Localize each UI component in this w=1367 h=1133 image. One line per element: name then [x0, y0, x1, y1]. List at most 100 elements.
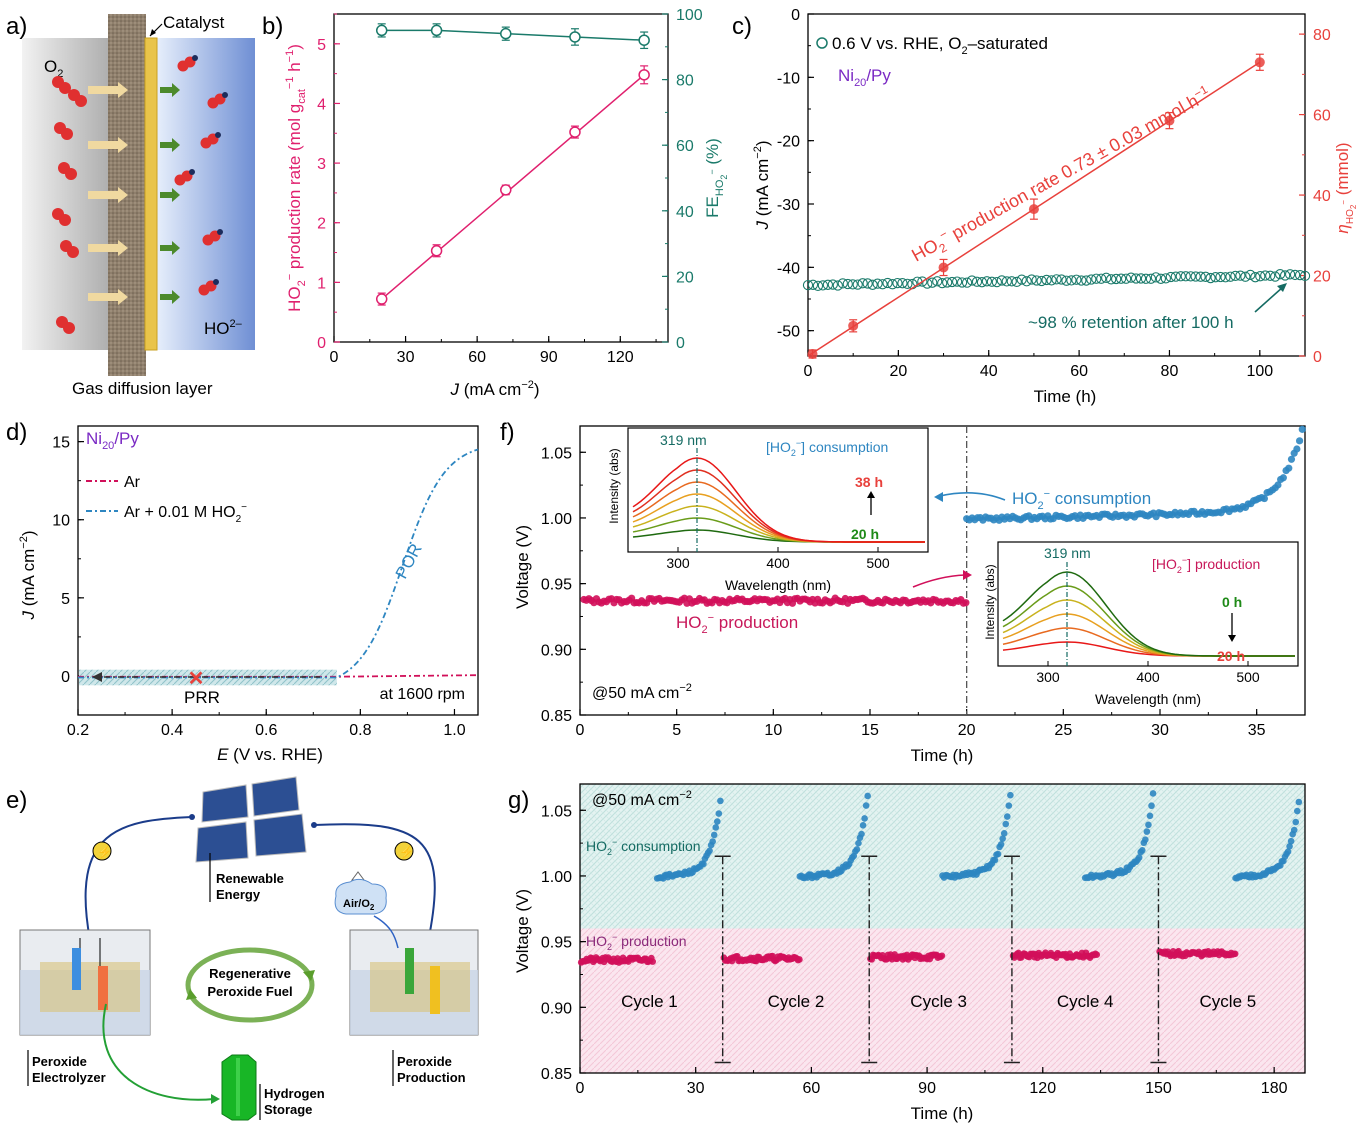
c-current-point	[1279, 270, 1291, 281]
x-tick-label: 30	[397, 349, 415, 366]
d-xlabel: E (V vs. RHE)	[217, 745, 323, 764]
x-tick-label: 0	[576, 722, 585, 739]
c-current-point	[1284, 269, 1296, 280]
c-current-point	[832, 280, 843, 291]
inset2-xlabel: Wavelength (nm)	[1095, 691, 1201, 707]
o2-flow-arrow	[88, 141, 118, 149]
c-sample-label: Ni20/Py	[838, 66, 891, 89]
b-ylabel-right: FEHO2− (%)	[703, 138, 729, 218]
chart-g: 0 30 60 90 120 150 180 0.85 0.90 0.95 1.00 1.05 Cycl…	[541, 783, 1306, 1097]
o2-molecule	[65, 168, 77, 180]
f-cons-arrow	[939, 492, 1006, 501]
f-prod-arrow	[912, 574, 966, 588]
f-consumption-point	[1285, 464, 1293, 472]
panel-b: b) 0 30 60 90 120 0 1 2 3 4 5 0 20 40 60 80 100 HO2− pro…	[262, 7, 729, 399]
regen-loop-icon	[185, 947, 315, 1023]
h2-flow-arrow	[102, 1003, 215, 1101]
c-current-point	[1061, 275, 1072, 286]
x-tick-label: 180	[1261, 1080, 1288, 1097]
o2-flow-arrowhead	[118, 82, 128, 98]
o2-molecule	[63, 322, 75, 334]
inset-spectrum-line	[632, 457, 925, 543]
c-current-point	[802, 279, 814, 291]
o2-flow-arrow	[88, 293, 118, 301]
air-bubble-1	[351, 871, 365, 881]
y-tick-label: 0	[1313, 349, 1322, 366]
x-tick-label: 60	[468, 349, 486, 366]
b-rate-point	[430, 245, 443, 257]
c-current-point	[966, 275, 978, 286]
x-tick-label: 15	[861, 722, 879, 739]
c-current-point	[1011, 276, 1022, 288]
panel-g: g) 0 30 60 90 120 150 180 0.85 0.90 0.95 1.00 1.05 C…	[508, 783, 1306, 1123]
g-consumption-point	[1142, 836, 1149, 843]
c-current-point	[1294, 269, 1306, 281]
g-consumption-point	[999, 835, 1006, 842]
g-consumption-point	[859, 822, 867, 829]
g-consumption-point	[1149, 790, 1157, 797]
g-consumption-point	[1148, 802, 1155, 810]
g-consumption-point	[710, 831, 718, 839]
c-current-point	[1200, 271, 1211, 282]
c-current-point	[971, 276, 983, 287]
g-consumption-point	[713, 818, 721, 825]
x-tick-label: 80	[1161, 363, 1179, 380]
c-current-point	[1016, 274, 1027, 285]
x-tick-label: 150	[1145, 1080, 1172, 1097]
c-current-point	[877, 279, 888, 290]
c-current-point	[872, 278, 883, 289]
electrolyzer-label-2: Electrolyzer	[32, 1070, 106, 1085]
c-current-point	[1205, 272, 1216, 284]
y-tick-label: 100	[676, 7, 703, 24]
c-rate-label: HO2− production rate 0.73 ± 0.03 mmol h−…	[907, 82, 1216, 269]
b-rate-fit-line	[381, 74, 645, 300]
c-current-point	[956, 277, 968, 288]
c-current-point	[1066, 275, 1077, 286]
plot-frame	[579, 783, 1306, 1074]
wire-left	[84, 816, 193, 941]
ho2-molecule-h	[192, 55, 198, 61]
c-current-point	[1165, 271, 1176, 283]
f-consumption-point	[1260, 494, 1268, 503]
o2-flow-arrow	[88, 244, 118, 252]
x-tick-label: 0	[804, 363, 813, 380]
c-xlabel: Time (h)	[1034, 387, 1097, 406]
f-consumption-point	[1279, 474, 1287, 482]
d-ylabel: J (mA cm−2)	[18, 530, 38, 620]
g-consumption-point	[715, 810, 723, 817]
g-consumption-point	[1007, 791, 1014, 799]
x-tick-label: 5	[672, 722, 681, 739]
o2-flow-arrowhead	[118, 289, 128, 305]
c-current-point	[1215, 271, 1226, 283]
c-current-point	[1096, 273, 1107, 284]
o2-molecule	[59, 82, 71, 94]
c-current-point	[1180, 271, 1191, 282]
c-current-point	[1106, 274, 1117, 285]
ho2-flow-arrow	[160, 142, 172, 148]
x-tick-label: 30	[1151, 722, 1169, 739]
g-consumption-point	[1145, 821, 1152, 829]
panel-c: c) 0 20 40 60 80 100 0 -10 -20 -30 -40 -50 0 20 40 60 80…	[732, 7, 1358, 406]
b-rate-point	[500, 184, 512, 196]
g-consumption-point	[1295, 798, 1303, 806]
air-flow-arrow	[373, 915, 399, 949]
b-fe-line	[381, 29, 645, 41]
c-current-point	[1289, 269, 1301, 281]
lightning-icon-left	[92, 841, 112, 861]
ho2-flow-arrowhead	[172, 188, 180, 202]
g-prod-label: HO2− production	[586, 932, 687, 952]
o2-flow-arrowhead	[118, 240, 128, 256]
x-tick-label: 60	[1070, 363, 1088, 380]
o2-flow-arrow	[88, 86, 118, 94]
y-tick-label: 20	[676, 269, 694, 286]
g-consumption-point	[700, 860, 707, 868]
c-current-point	[897, 278, 908, 289]
f-inset-production: 300 400 500	[997, 541, 1299, 685]
g-cycle-label: Cycle 4	[1057, 992, 1114, 1011]
y-tick-label: -20	[777, 134, 800, 151]
f-consumption-point	[1293, 445, 1301, 453]
gdl-label: Gas diffusion layer	[72, 379, 213, 398]
regen-arrow-right	[303, 970, 315, 981]
c-current-point	[1270, 271, 1281, 282]
panel-label-e: e)	[6, 787, 27, 814]
